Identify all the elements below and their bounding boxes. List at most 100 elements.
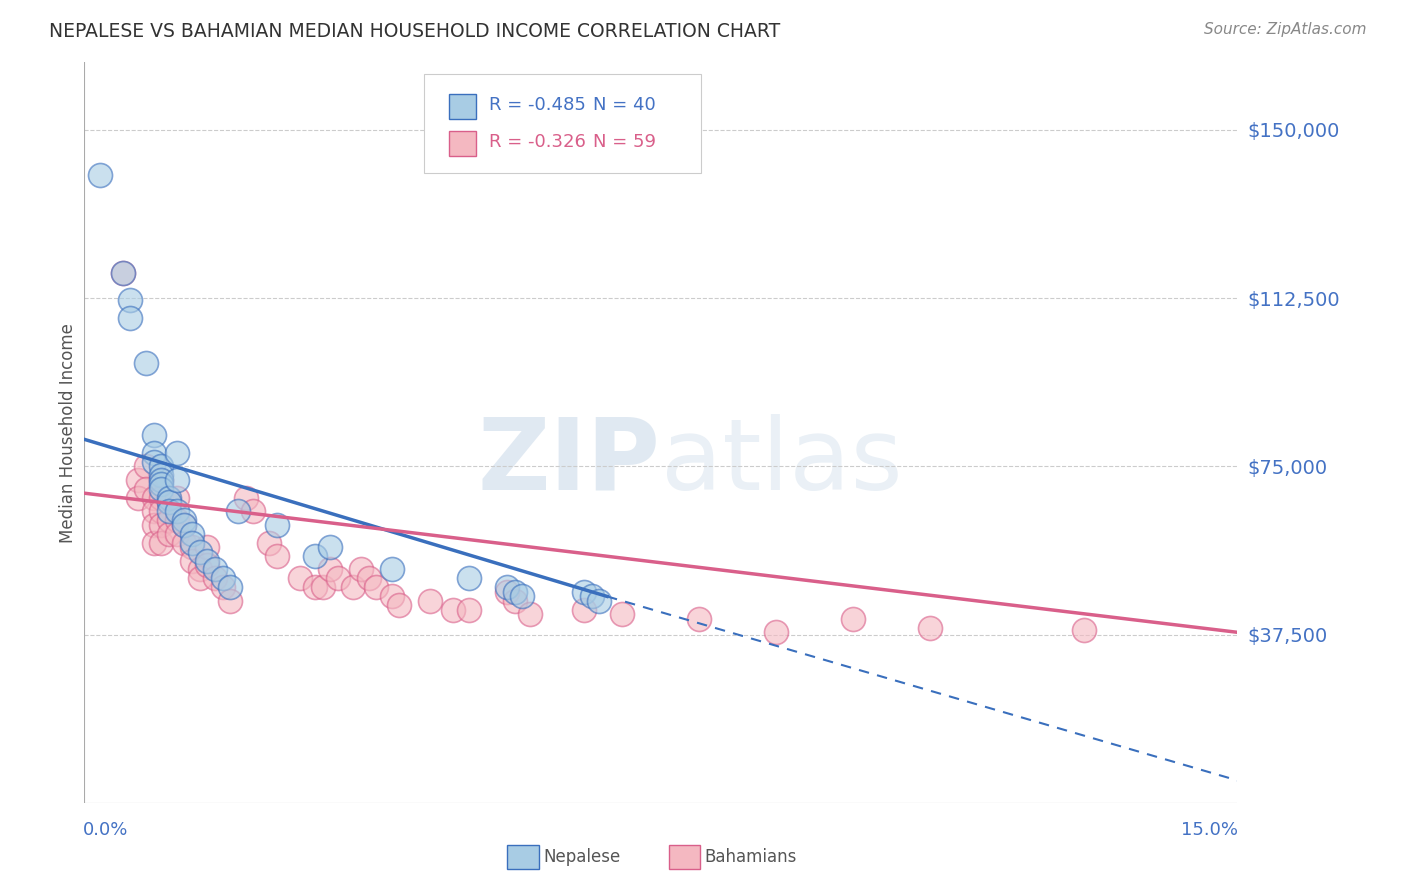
Point <box>266 517 288 532</box>
Text: atlas: atlas <box>661 414 903 511</box>
Point <box>150 468 173 483</box>
Point <box>166 504 188 518</box>
Point <box>519 607 541 622</box>
Point <box>173 513 195 527</box>
Point <box>350 562 373 576</box>
FancyBboxPatch shape <box>449 131 477 156</box>
Text: Nepalese: Nepalese <box>543 848 620 866</box>
Point <box>135 356 157 370</box>
Text: NEPALESE VS BAHAMIAN MEDIAN HOUSEHOLD INCOME CORRELATION CHART: NEPALESE VS BAHAMIAN MEDIAN HOUSEHOLD IN… <box>49 22 780 41</box>
Point <box>381 562 404 576</box>
Point <box>457 603 479 617</box>
Point <box>157 513 180 527</box>
Point <box>612 607 634 622</box>
Point <box>195 558 218 572</box>
Point <box>326 571 349 585</box>
Point <box>150 535 173 549</box>
Point <box>142 446 165 460</box>
Point <box>195 540 218 554</box>
Point <box>188 544 211 558</box>
FancyBboxPatch shape <box>669 845 700 869</box>
Text: N = 59: N = 59 <box>593 134 657 152</box>
Point <box>142 428 165 442</box>
Point <box>181 540 204 554</box>
Point <box>419 594 441 608</box>
Point <box>211 571 233 585</box>
Point <box>173 517 195 532</box>
FancyBboxPatch shape <box>508 845 538 869</box>
Point <box>842 612 865 626</box>
Point <box>157 504 180 518</box>
Point <box>765 625 787 640</box>
Point <box>226 504 249 518</box>
Point <box>150 473 173 487</box>
Point <box>388 599 411 613</box>
Point <box>342 581 364 595</box>
Point <box>496 581 519 595</box>
Point <box>257 535 280 549</box>
Text: R = -0.326: R = -0.326 <box>489 134 586 152</box>
Point <box>266 549 288 563</box>
Point <box>181 553 204 567</box>
Point <box>357 571 380 585</box>
Point <box>572 603 595 617</box>
Point <box>166 446 188 460</box>
Point <box>135 482 157 496</box>
Point <box>157 491 180 505</box>
Text: Bahamians: Bahamians <box>704 848 797 866</box>
Text: ZIP: ZIP <box>478 414 661 511</box>
Point <box>142 491 165 505</box>
Point <box>150 477 173 491</box>
Point <box>918 621 941 635</box>
Point <box>181 535 204 549</box>
Point <box>173 535 195 549</box>
Point <box>512 590 534 604</box>
Point <box>150 459 173 474</box>
Point <box>319 540 342 554</box>
Point <box>135 459 157 474</box>
Point <box>503 585 526 599</box>
Point <box>142 455 165 469</box>
Point <box>150 482 173 496</box>
Point <box>288 571 311 585</box>
Text: 15.0%: 15.0% <box>1181 822 1239 839</box>
Point <box>173 517 195 532</box>
Point <box>588 594 610 608</box>
FancyBboxPatch shape <box>449 95 477 119</box>
Point <box>142 535 165 549</box>
Text: R = -0.485: R = -0.485 <box>489 96 586 114</box>
Point <box>127 491 149 505</box>
Point <box>235 491 257 505</box>
Point <box>150 473 173 487</box>
Point <box>157 495 180 509</box>
Point <box>166 513 188 527</box>
FancyBboxPatch shape <box>425 73 702 173</box>
Point <box>150 517 173 532</box>
Point <box>204 571 226 585</box>
Point <box>211 581 233 595</box>
Point <box>157 495 180 509</box>
Point <box>441 603 464 617</box>
Point <box>319 562 342 576</box>
Point <box>496 585 519 599</box>
Text: 0.0%: 0.0% <box>83 822 128 839</box>
Point <box>89 168 111 182</box>
Text: Source: ZipAtlas.com: Source: ZipAtlas.com <box>1204 22 1367 37</box>
Point <box>219 581 242 595</box>
Point <box>304 549 326 563</box>
Point <box>304 581 326 595</box>
Point <box>1073 623 1095 637</box>
Text: N = 40: N = 40 <box>593 96 657 114</box>
Point <box>188 571 211 585</box>
Point <box>219 594 242 608</box>
Point <box>166 491 188 505</box>
Point <box>311 581 333 595</box>
Point <box>120 311 142 326</box>
Y-axis label: Median Household Income: Median Household Income <box>59 323 77 542</box>
Point <box>366 581 388 595</box>
Point <box>503 594 526 608</box>
Point <box>204 562 226 576</box>
Point <box>111 266 134 280</box>
Point <box>181 526 204 541</box>
Point <box>150 491 173 505</box>
